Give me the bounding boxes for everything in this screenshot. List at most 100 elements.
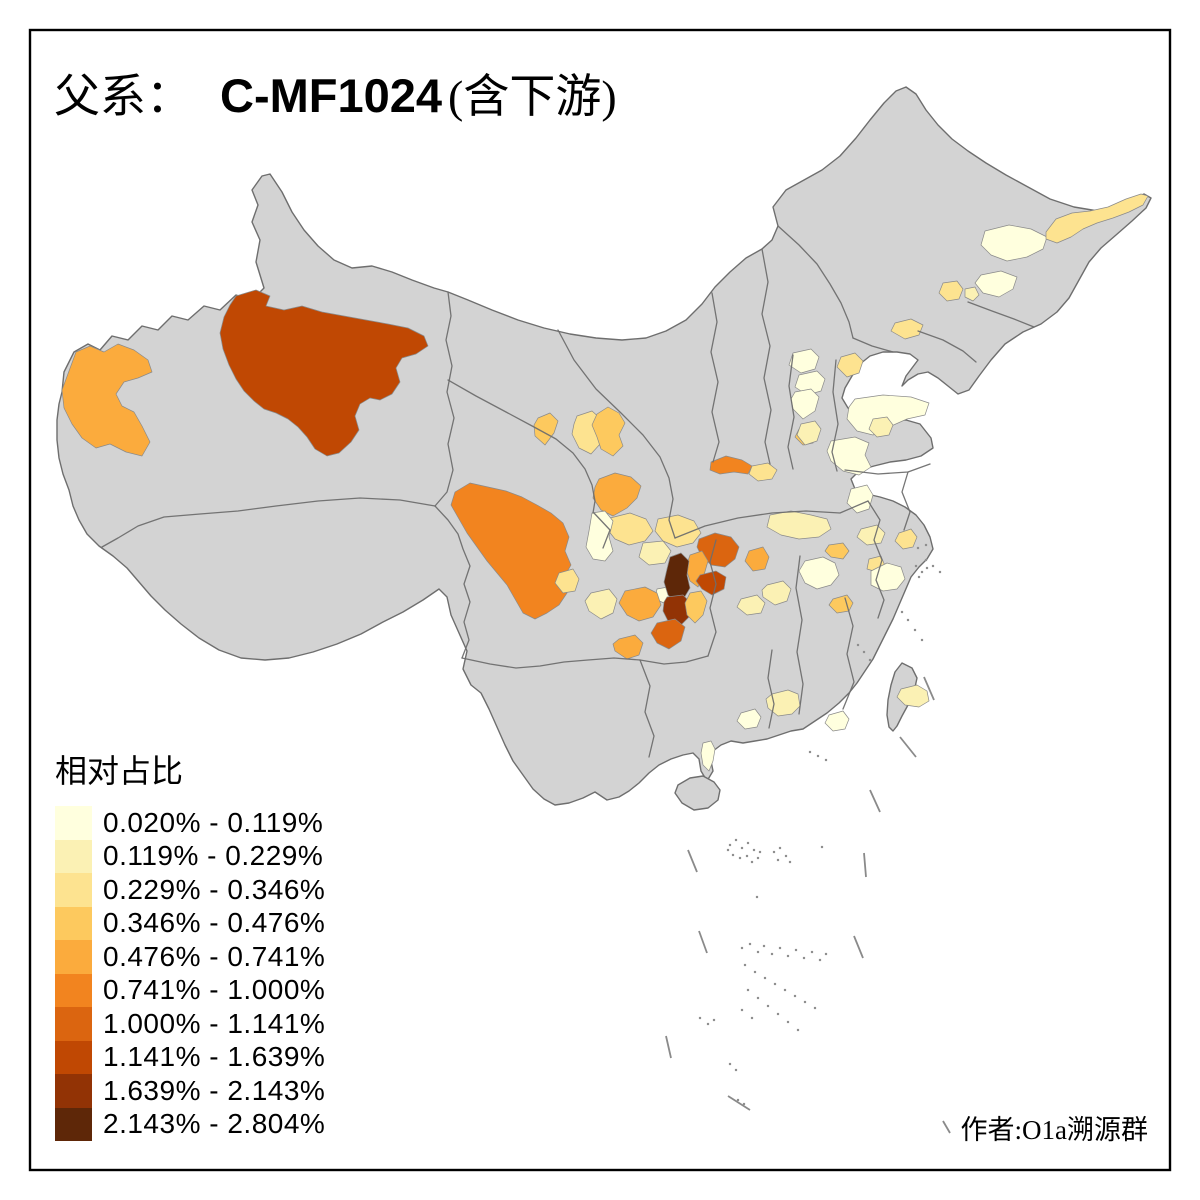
island-dot [740, 846, 744, 850]
boundary-dash [863, 852, 867, 878]
island-dot [808, 750, 812, 754]
map-region [591, 406, 626, 457]
island-dot [796, 1028, 800, 1032]
island-dot [794, 948, 798, 952]
map-regions [61, 193, 1149, 772]
map-region [638, 540, 672, 566]
legend-label: 2.143% - 2.804% [103, 1108, 326, 1140]
legend-row: 1.639% - 2.143% [55, 1074, 325, 1108]
legend-row: 0.476% - 0.741% [55, 940, 325, 974]
island-dot [752, 848, 756, 852]
legend-label: 0.119% - 0.229% [103, 840, 324, 872]
legend-row: 0.229% - 0.346% [55, 873, 325, 907]
island-dot [786, 1020, 790, 1024]
island-dot [742, 1102, 746, 1106]
legend-swatch [55, 1107, 92, 1141]
hainan-island [674, 775, 721, 811]
map-region [836, 352, 864, 378]
legend-label: 0.229% - 0.346% [103, 873, 326, 905]
legend-row: 0.346% - 0.476% [55, 906, 326, 940]
map-region [450, 482, 572, 620]
island-dot [793, 994, 797, 998]
island-dot [756, 996, 760, 1000]
island-dot [778, 846, 782, 850]
island-dot [924, 558, 928, 562]
map-region [650, 618, 686, 650]
legend-label: 1.000% - 1.141% [103, 1007, 326, 1039]
island-dot [750, 1016, 754, 1020]
map-region [61, 343, 153, 457]
island-dot [931, 564, 935, 568]
legend-row: 0.741% - 1.000% [55, 973, 326, 1007]
boundary-dash [869, 789, 881, 813]
map-region [736, 594, 766, 616]
map-region [761, 580, 792, 606]
sea-features [665, 543, 951, 1134]
legend-label: 1.141% - 1.639% [103, 1041, 326, 1073]
map-region [824, 710, 850, 732]
island-dot [740, 946, 744, 950]
map-region [748, 462, 778, 482]
map-region [788, 348, 820, 374]
island-dot [824, 758, 828, 762]
legend-row: 1.000% - 1.141% [55, 1007, 325, 1041]
map-region [824, 542, 850, 560]
island-dot [906, 618, 910, 622]
legend-swatch [55, 1007, 92, 1041]
island-dot [803, 1000, 807, 1004]
island-dot [758, 850, 762, 854]
title-haplogroup: C-MF1024 [220, 69, 443, 122]
legend-swatch [55, 906, 92, 940]
island-dot [770, 952, 774, 956]
map-region [846, 394, 930, 436]
island-dot [728, 1062, 732, 1066]
island-dot [745, 854, 749, 858]
island-dot [917, 575, 921, 579]
map-region [584, 588, 618, 620]
map-region [796, 420, 822, 446]
island-dot [920, 570, 924, 574]
map-region [890, 318, 924, 340]
island-dot [914, 564, 918, 568]
island-dot [776, 1012, 780, 1016]
legend-title: 相对占比 [55, 753, 184, 789]
island-dot [762, 944, 766, 948]
legend-swatch [55, 839, 92, 873]
boundary-dash [923, 676, 935, 701]
island-dot [913, 628, 917, 632]
title-suffix: (含下游) [448, 71, 617, 122]
legend-label: 0.346% - 0.476% [103, 907, 326, 939]
island-dot [698, 1016, 702, 1020]
island-dot [784, 854, 788, 858]
island-dot [731, 853, 735, 857]
legend-label: 1.639% - 2.143% [103, 1074, 326, 1106]
island-dot [738, 856, 742, 860]
island-dot [712, 1018, 716, 1022]
map-region [938, 280, 964, 302]
map-region [964, 286, 980, 302]
province-borders [101, 225, 1035, 758]
title-prefix: 父系： [54, 71, 192, 122]
legend-swatch [55, 973, 92, 1007]
island-dot [763, 976, 767, 980]
map-region [585, 510, 614, 562]
boundary-dash [665, 1035, 672, 1059]
island-dot [756, 856, 760, 860]
island-dot [734, 838, 738, 842]
map-region [736, 708, 762, 730]
map-region [744, 546, 770, 572]
map-region [696, 532, 740, 568]
boundary-dash [687, 849, 698, 873]
island-dot [755, 895, 759, 899]
island-dot [740, 1008, 744, 1012]
island-dot [818, 958, 822, 962]
legend-label: 0.741% - 1.000% [103, 974, 326, 1006]
island-dot [776, 858, 780, 862]
map-region [868, 416, 894, 438]
legend-label: 0.476% - 0.741% [103, 940, 326, 972]
boundary-dash [853, 935, 864, 959]
island-dot [726, 848, 730, 852]
island-dot [746, 841, 750, 845]
